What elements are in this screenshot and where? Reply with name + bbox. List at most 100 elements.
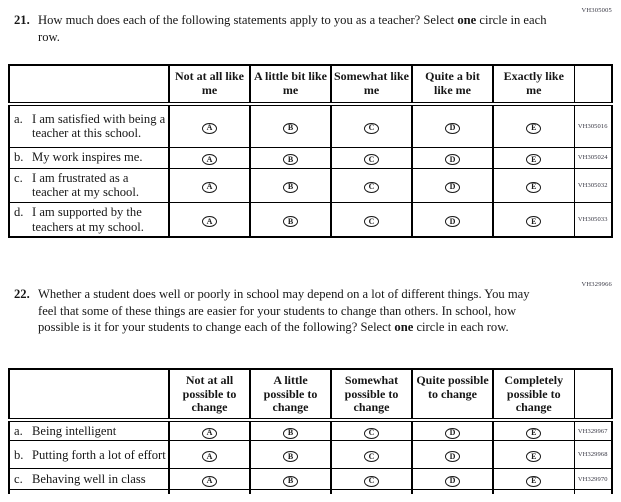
option-cell: A	[168, 168, 250, 203]
answer-circle-a[interactable]: A	[202, 427, 217, 439]
answer-circle-b[interactable]: B	[283, 181, 298, 193]
answer-circle-e[interactable]: E	[526, 427, 542, 439]
question-21-code: VH305005	[581, 7, 612, 14]
option-cell: C	[330, 419, 412, 442]
row-statement: Being intelligent	[32, 423, 117, 438]
q22-column-header-2: A little possible to change	[249, 368, 331, 422]
option-cell: A	[168, 104, 250, 148]
option-cell: A	[168, 468, 250, 491]
answer-circle-e[interactable]: E	[526, 122, 542, 134]
answer-circle-a[interactable]: A	[202, 475, 217, 487]
option-cell: E	[492, 104, 574, 148]
row-statement: Behaving well in class	[32, 472, 146, 486]
answer-circle-c[interactable]: C	[364, 154, 379, 165]
row-letter: d.	[14, 204, 24, 219]
answer-circle-d[interactable]: D	[445, 122, 460, 134]
answer-circle-e[interactable]: E	[526, 451, 542, 463]
answer-circle-a[interactable]: A	[202, 181, 217, 193]
row-statement: My work inspires me.	[32, 150, 143, 165]
answer-circle-d[interactable]: D	[445, 216, 460, 228]
q21-row-d: d. I am supported by the teachers at my …	[8, 202, 613, 239]
q21-row-c: c. I am frustrated as a teacher at my sc…	[8, 168, 613, 203]
answer-circle-c[interactable]: C	[364, 475, 379, 487]
statement-cell: a. I am satisfied with being a teacher a…	[8, 104, 169, 148]
option-cell: B	[249, 104, 331, 148]
option-cell: C	[330, 168, 412, 203]
option-cell: D	[411, 440, 493, 470]
question-21-text: How much does each of the following stat…	[38, 12, 553, 45]
option-cell: C	[330, 440, 412, 470]
row-letter: c.	[14, 472, 23, 486]
option-cell: D	[411, 202, 493, 239]
answer-circle-c[interactable]: C	[364, 122, 379, 134]
answer-circle-d[interactable]: D	[445, 181, 460, 193]
answer-circle-d[interactable]: D	[445, 154, 460, 165]
option-cell: B	[249, 202, 331, 239]
row-letter: b.	[14, 150, 24, 165]
answer-circle-a[interactable]: A	[202, 122, 217, 134]
statement-cell: a. Being intelligent	[8, 419, 169, 442]
answer-circle-a[interactable]: A	[202, 216, 217, 228]
answer-circle-c[interactable]: C	[364, 427, 379, 439]
q22-header-blank-cell	[8, 368, 169, 422]
answer-circle-d[interactable]: D	[445, 451, 460, 463]
q21-column-header-1: Not at all like me	[168, 64, 250, 106]
question-21-number: 21.	[14, 13, 30, 27]
option-cell: B	[249, 147, 331, 169]
row-letter: a.	[14, 423, 23, 438]
q21-row-b: b. My work inspires me. A B C D E VH3050…	[8, 147, 613, 169]
option-cell: A	[168, 147, 250, 169]
statement-cell: c. Behaving well in class	[8, 468, 169, 491]
q21-header-code-cell	[573, 64, 613, 106]
stub-cell	[411, 489, 493, 494]
answer-circle-d[interactable]: D	[445, 427, 460, 439]
question-22-bold-word: one	[394, 320, 414, 335]
question-21: 21. How much does each of the following …	[14, 12, 553, 45]
row-code: VH329970	[573, 468, 613, 491]
row-code: VH329967	[573, 419, 613, 442]
answer-circle-b[interactable]: B	[283, 427, 298, 439]
q22-column-header-1: Not at all possible to change	[168, 368, 250, 422]
option-cell: B	[249, 419, 331, 442]
answer-circle-e[interactable]: E	[526, 154, 542, 165]
stub-cell	[573, 489, 613, 494]
answer-circle-c[interactable]: C	[364, 451, 379, 463]
answer-circle-a[interactable]: A	[202, 451, 217, 463]
q22-response-table: Not at all possible to change A little p…	[8, 368, 613, 494]
q21-column-header-3: Somewhat like me	[330, 64, 412, 106]
answer-circle-b[interactable]: B	[283, 154, 298, 165]
q21-response-table: Not at all like me A little bit like me …	[8, 64, 613, 239]
answer-circle-c[interactable]: C	[364, 216, 379, 228]
row-letter: a.	[14, 111, 23, 126]
row-code: VH305033	[573, 202, 613, 239]
question-22: 22. Whether a student does well or poorl…	[14, 286, 543, 336]
option-cell: C	[330, 104, 412, 148]
option-cell: D	[411, 104, 493, 148]
stub-cell	[330, 489, 412, 494]
question-22-text-after: circle in each row.	[416, 320, 509, 335]
answer-circle-e[interactable]: E	[526, 181, 542, 193]
option-cell: C	[330, 202, 412, 239]
answer-circle-b[interactable]: B	[283, 475, 298, 487]
statement-cell: d. I am supported by the teachers at my …	[8, 202, 169, 239]
answer-circle-b[interactable]: B	[283, 122, 298, 134]
answer-circle-e[interactable]: E	[526, 216, 542, 228]
option-cell: C	[330, 147, 412, 169]
row-statement: Putting forth a lot of effort	[32, 447, 166, 462]
option-cell: C	[330, 468, 412, 491]
q22-row-c: c. Behaving well in class A B C D E VH32…	[8, 468, 613, 491]
answer-circle-b[interactable]: B	[283, 451, 298, 463]
answer-circle-d[interactable]: D	[445, 475, 460, 487]
answer-circle-a[interactable]: A	[202, 154, 217, 165]
answer-circle-e[interactable]: E	[526, 475, 542, 487]
option-cell: E	[492, 168, 574, 203]
statement-cell: b. Putting forth a lot of effort	[8, 440, 169, 470]
answer-circle-c[interactable]: C	[364, 181, 379, 193]
question-22-text-before: Whether a student does well or poorly in…	[38, 287, 530, 335]
row-letter: b.	[14, 447, 24, 462]
row-statement: I am satisfied with being a teacher at t…	[32, 111, 166, 141]
option-cell: A	[168, 202, 250, 239]
q21-row-a: a. I am satisfied with being a teacher a…	[8, 104, 613, 148]
answer-circle-b[interactable]: B	[283, 216, 298, 228]
